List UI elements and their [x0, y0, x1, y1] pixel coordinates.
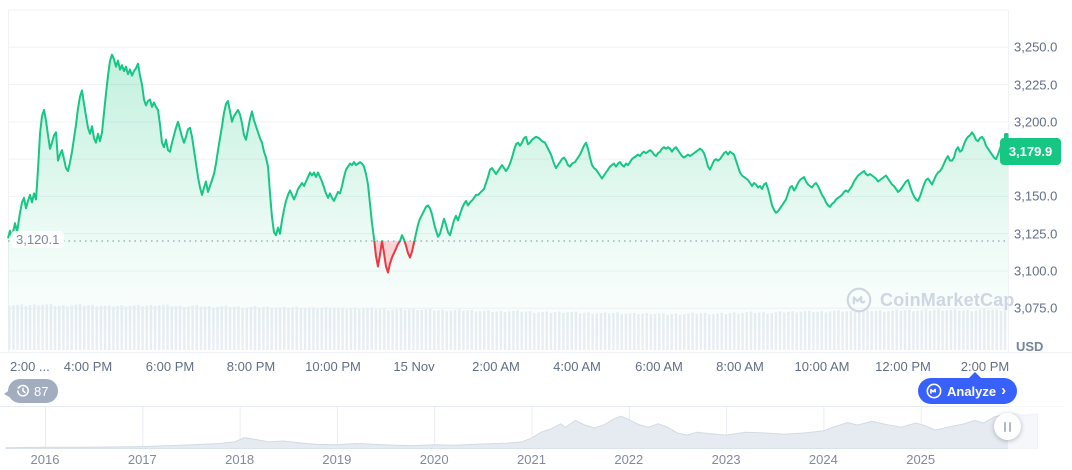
range-handle[interactable]: [994, 413, 1021, 440]
time-tick-label: 4:00 AM: [553, 359, 601, 374]
year-tick-label: 2021: [517, 452, 546, 467]
history-count: 87: [34, 383, 49, 399]
price-tick-label: 3,225.0: [1014, 77, 1058, 93]
history-clock-icon: [16, 384, 30, 398]
year-tick-label: 2022: [614, 452, 644, 467]
year-tick-label: 2025: [906, 452, 936, 467]
price-tick-label: 3,125.0: [1014, 226, 1058, 242]
chevron-right-icon: ›: [1001, 381, 1007, 399]
year-tick-label: 2024: [808, 452, 838, 467]
year-tick-label: 2020: [419, 452, 449, 467]
analyze-button[interactable]: Analyze ›: [918, 372, 1018, 404]
year-tick-label: 2019: [322, 452, 352, 467]
currency-unit-label: USD: [1016, 339, 1044, 354]
price-tick-label: 3,150.0: [1014, 188, 1058, 204]
time-tick-label: 10:00 PM: [305, 359, 361, 374]
time-tick-label: 8:00 AM: [716, 359, 764, 374]
time-tick-label: 2:00 PM: [960, 359, 1010, 374]
cmc-logo-icon: [846, 287, 872, 313]
time-tick-label: 6:00 AM: [635, 359, 683, 374]
price-tick-label: 3,200.0: [1014, 114, 1058, 130]
cmc-logo-icon: [926, 383, 942, 399]
analyze-button-label: Analyze: [947, 383, 997, 399]
time-tick-label: 12:00 PM: [875, 359, 931, 374]
year-tick-label: 2018: [225, 452, 255, 467]
year-tick-label: 2023: [711, 452, 741, 467]
pause-icon: [1004, 421, 1006, 432]
price-tick-label: 3,250.0: [1014, 39, 1058, 55]
time-tick-label: 6:00 PM: [145, 359, 195, 374]
time-tick-label: 2:00 AM: [472, 359, 520, 374]
watermark-text: CoinMarketCap: [880, 289, 1015, 310]
time-tick-label: 15 Nov: [393, 359, 435, 374]
time-tick-label: 2:00 ...: [10, 359, 50, 374]
time-tick-label: 4:00 PM: [63, 359, 113, 374]
time-tick-label: 10:00 AM: [794, 359, 850, 374]
year-tick-label: 2016: [30, 452, 60, 467]
price-tick-label: 3,075.0: [1014, 300, 1058, 316]
tooltip-arrow-icon: [968, 372, 982, 379]
coinmarketcap-watermark: CoinMarketCap: [846, 287, 1015, 313]
current-price-badge: 3,179.9: [1000, 137, 1061, 165]
history-count-badge[interactable]: 87: [3, 379, 59, 403]
open-price-label: 3,120.1: [11, 230, 65, 248]
time-tick-label: 8:00 PM: [226, 359, 276, 374]
pause-icon: [1009, 421, 1011, 432]
price-chart-plot[interactable]: [0, 0, 1072, 352]
price-tick-label: 3,100.0: [1014, 263, 1058, 279]
time-axis-divider: [0, 352, 1072, 353]
range-selector-minimap[interactable]: [0, 406, 1064, 449]
year-tick-label: 2017: [127, 452, 157, 467]
